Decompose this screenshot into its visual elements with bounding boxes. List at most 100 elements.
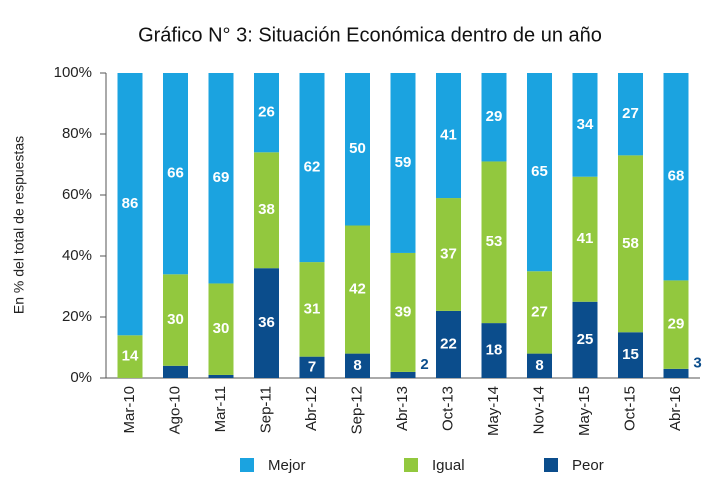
bar-segment: [117, 335, 143, 378]
y-tick-label: 20%: [62, 308, 92, 325]
data-label: 66: [167, 165, 184, 182]
data-label: 34: [577, 116, 594, 133]
x-tick-label: Ago-10: [166, 386, 183, 434]
data-label: 22: [440, 335, 457, 352]
bar-segment: [527, 353, 552, 378]
bar-segment: [345, 73, 370, 226]
bar-segment: [572, 176, 598, 302]
bar-segment: [345, 225, 370, 354]
data-label: 3: [693, 354, 701, 371]
bar-segment: [299, 73, 325, 263]
data-label: 53: [486, 233, 503, 250]
bar-segment: [254, 152, 279, 269]
data-label: 2: [420, 356, 428, 373]
data-label: 14: [122, 348, 139, 365]
legend-label: Peor: [572, 457, 604, 474]
bar-segment: [208, 73, 234, 284]
data-label: 62: [304, 159, 321, 176]
data-label: 27: [622, 105, 639, 122]
bar-segment: [618, 155, 643, 333]
data-label: 50: [349, 140, 366, 157]
y-tick-label: 100%: [54, 64, 92, 81]
bar-segment: [481, 323, 507, 378]
data-label: 41: [440, 126, 457, 143]
bar-segment: [481, 161, 507, 324]
data-label: 86: [122, 195, 139, 212]
x-tick-label: May-14: [485, 386, 502, 436]
data-label: 29: [486, 108, 503, 125]
x-tick-label: Abr-16: [667, 386, 684, 431]
bar-segment: [390, 371, 416, 378]
y-tick-label: 60%: [62, 186, 92, 203]
data-label: 30: [167, 311, 184, 328]
x-tick-label: Abr-13: [394, 386, 411, 431]
data-label: 36: [258, 314, 275, 331]
bar-segment: [299, 262, 325, 357]
bar-segment: [572, 73, 598, 177]
bar-segment: [163, 73, 188, 275]
bar-segment: [163, 274, 188, 366]
bar-segment: [117, 73, 143, 336]
x-tick-label: Mar-10: [121, 386, 138, 434]
x-tick-label: Nov-14: [530, 386, 547, 434]
bar-segment: [163, 365, 188, 378]
x-tick-label: Oct-15: [621, 386, 638, 431]
legend-swatch: [240, 458, 254, 472]
bar-segment: [208, 283, 234, 375]
data-label: 69: [213, 169, 230, 186]
data-label: 42: [349, 281, 366, 298]
data-label: 59: [395, 154, 412, 171]
data-label: 27: [531, 303, 548, 320]
bar-segment: [618, 73, 643, 156]
bar-segment: [345, 353, 370, 378]
bar-segment: [299, 356, 325, 378]
bar-segment: [663, 280, 689, 369]
bar-segment: [618, 332, 643, 378]
bar-segment: [436, 198, 461, 311]
data-label: 25: [577, 331, 594, 348]
data-label: 29: [668, 316, 685, 333]
bar-segment: [254, 73, 279, 153]
data-label: 8: [535, 357, 543, 374]
data-label: 41: [577, 230, 594, 247]
data-label: 65: [531, 163, 548, 180]
legend-label: Mejor: [268, 457, 306, 474]
legend-swatch: [544, 458, 558, 472]
data-label: 37: [440, 245, 457, 262]
data-label: 68: [668, 168, 685, 185]
bar-segment: [208, 374, 234, 378]
data-label: 30: [213, 320, 230, 337]
bar-segment: [572, 301, 598, 378]
bar-segment: [527, 73, 552, 272]
data-label: 7: [308, 358, 316, 375]
bar-segment: [436, 73, 461, 199]
bar-segment: [663, 368, 689, 378]
bar-segment: [527, 271, 552, 354]
chart-title: Gráfico N° 3: Situación Económica dentro…: [138, 24, 602, 46]
data-label: 26: [258, 104, 275, 121]
data-label: 31: [304, 300, 321, 317]
x-tick-label: Sep-11: [257, 386, 274, 433]
data-label: 8: [353, 357, 361, 374]
x-tick-label: May-15: [576, 386, 593, 436]
data-label: 15: [622, 346, 639, 363]
x-tick-label: Oct-13: [439, 386, 456, 431]
bar-segment: [436, 310, 461, 378]
bar-segment: [390, 73, 416, 253]
bar-segment: [390, 252, 416, 372]
data-label: 38: [258, 201, 275, 218]
y-tick-label: 40%: [62, 247, 92, 264]
bar-segment: [663, 73, 689, 281]
data-label: 58: [622, 235, 639, 252]
x-tick-label: Mar-11: [212, 386, 229, 432]
x-tick-label: Sep-12: [348, 386, 365, 434]
bar-segment: [254, 268, 279, 378]
x-tick-label: Abr-12: [303, 386, 320, 431]
legend-label: Igual: [432, 457, 465, 474]
y-axis-label: En % del total de respuestas: [11, 136, 27, 314]
bar-segment: [481, 73, 507, 162]
y-tick-label: 0%: [70, 369, 92, 386]
legend-swatch: [404, 458, 418, 472]
y-tick-label: 80%: [62, 125, 92, 142]
